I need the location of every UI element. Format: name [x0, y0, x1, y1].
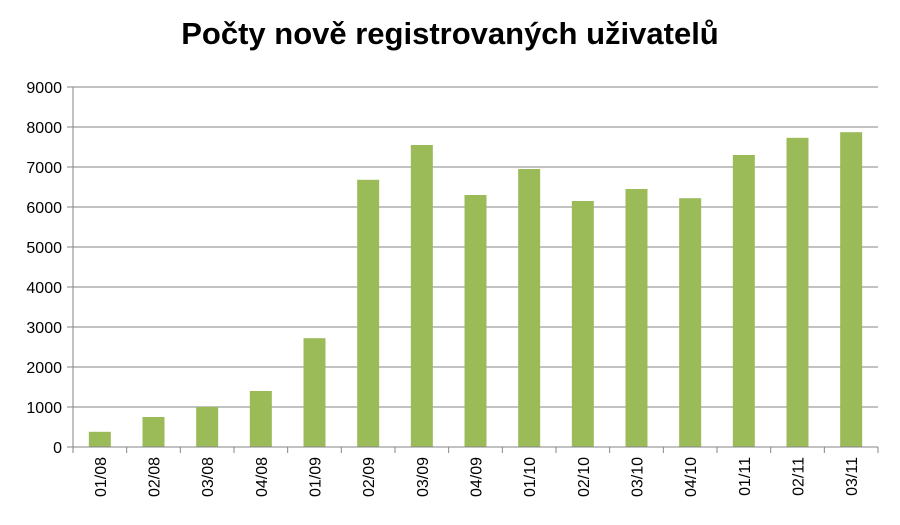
y-tick-label: 7000 [26, 160, 62, 177]
bar-04-09 [464, 195, 487, 447]
x-tick-label: 01/11 [737, 457, 754, 496]
x-tick-label: 01/08 [93, 457, 110, 497]
x-tick-label: 02/08 [147, 457, 164, 497]
bar-02-10 [571, 201, 594, 447]
y-tick-label: 8000 [26, 120, 62, 137]
bar-01-08 [88, 431, 111, 447]
bar-01-10 [518, 169, 541, 447]
y-tick-label: 4000 [26, 280, 62, 297]
bar-03-11 [840, 132, 863, 447]
x-tick-labels: 01/08 02/08 03/08 04/08 01/09 02/09 03/09 04/09… [93, 457, 861, 497]
x-tick-label: 01/09 [308, 457, 325, 497]
y-tick-labels: 0 1000 2000 3000 4000 5000 6000 7000 8000 9000 [26, 80, 62, 457]
bar-04-10 [679, 198, 702, 447]
bar-03-10 [625, 189, 648, 447]
y-tick-label: 5000 [26, 240, 62, 257]
bars [88, 132, 863, 448]
y-tick-label: 3000 [26, 320, 62, 337]
x-tick-label: 02/09 [361, 457, 378, 497]
x-tick-label: 04/09 [469, 457, 486, 497]
bar-01-09 [303, 338, 326, 447]
x-tick-label: 03/08 [200, 457, 217, 497]
y-tick-label: 0 [53, 440, 62, 457]
bar-04-08 [249, 391, 272, 447]
x-tick-label: 03/09 [415, 457, 432, 497]
x-tick-label: 02/11 [791, 457, 808, 496]
x-tick-label: 03/11 [844, 457, 861, 496]
bar-01-11 [732, 155, 755, 447]
bar-02-09 [357, 179, 380, 448]
bar-02-11 [786, 137, 809, 448]
x-tick-label: 03/10 [630, 457, 647, 497]
bar-03-08 [196, 407, 219, 447]
x-tick-label: 01/10 [522, 457, 539, 497]
chart-title: Počty nově registrovaných uživatelů [181, 16, 719, 51]
axes [67, 86, 879, 453]
bar-02-08 [142, 417, 165, 447]
y-tick-label: 2000 [26, 360, 62, 377]
y-tick-label: 6000 [26, 200, 62, 217]
x-tick-label: 04/08 [254, 457, 271, 497]
x-tick-label: 04/10 [683, 457, 700, 497]
y-tick-label: 9000 [26, 80, 62, 97]
x-tick-label: 02/10 [576, 457, 593, 497]
bar-03-09 [410, 145, 433, 447]
y-tick-label: 1000 [26, 400, 62, 417]
